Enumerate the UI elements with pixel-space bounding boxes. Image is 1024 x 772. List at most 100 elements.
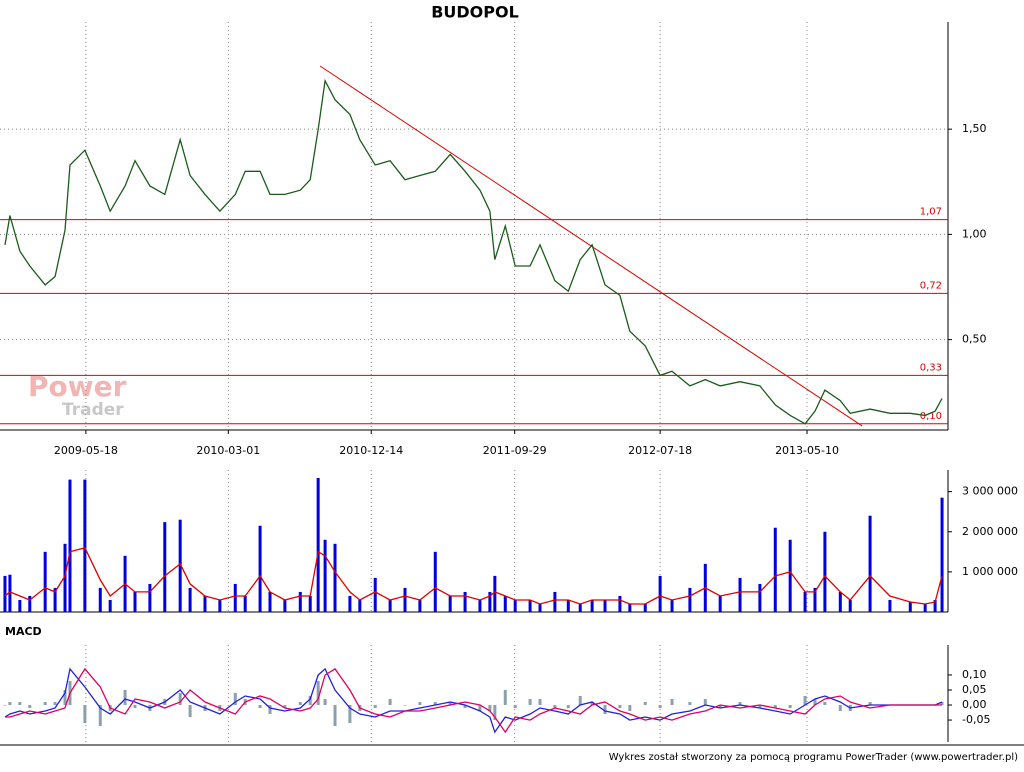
bar	[888, 599, 892, 612]
bar	[528, 699, 532, 706]
bar	[178, 692, 182, 706]
bar	[178, 519, 182, 612]
bar	[628, 603, 632, 612]
bar	[203, 595, 207, 612]
level-label: 0,10	[920, 411, 942, 422]
bar	[448, 595, 452, 612]
bar	[403, 587, 407, 612]
bar	[670, 599, 674, 612]
x-tick-label: 2010-03-01	[196, 444, 260, 457]
bar	[478, 705, 482, 712]
bar	[658, 705, 662, 709]
bar	[493, 705, 497, 721]
bar	[513, 705, 517, 709]
bar	[3, 575, 7, 612]
bar	[53, 702, 57, 706]
bar	[788, 539, 792, 612]
bar	[493, 575, 497, 612]
bar	[268, 705, 272, 715]
x-tick-label: 2012-07-18	[628, 444, 692, 457]
bar	[738, 702, 742, 706]
bar	[388, 699, 392, 706]
bar	[418, 599, 422, 612]
bar	[463, 705, 467, 709]
bar	[18, 599, 22, 612]
bar	[433, 702, 437, 706]
bar	[618, 705, 622, 709]
series-line	[5, 667, 942, 734]
bar	[3, 705, 7, 706]
bar	[513, 599, 517, 612]
bar	[758, 705, 762, 709]
bar	[258, 525, 262, 612]
y-tick-label: 0,50	[962, 333, 987, 346]
bar	[803, 591, 807, 612]
bar	[566, 599, 570, 612]
bar	[63, 543, 67, 612]
bar	[43, 551, 47, 612]
bar	[590, 702, 594, 706]
bar	[433, 551, 437, 612]
bar	[373, 577, 377, 612]
bar	[308, 595, 312, 612]
bar	[643, 603, 647, 612]
bar	[813, 587, 817, 612]
bar	[8, 702, 12, 706]
bar	[578, 696, 582, 706]
level-label: 0,72	[920, 280, 942, 291]
bar	[188, 705, 192, 718]
bar	[478, 599, 482, 612]
bar	[8, 574, 12, 612]
bar	[43, 702, 47, 706]
y-tick-label: 0,05	[962, 683, 987, 696]
bar	[258, 705, 262, 709]
bar	[108, 599, 112, 612]
bar	[283, 599, 287, 612]
panel-title: MACD	[5, 625, 42, 638]
bar	[838, 591, 842, 612]
chart-title: BUDOPOL	[431, 3, 519, 22]
bar	[590, 599, 594, 612]
bar	[233, 583, 237, 612]
bar	[463, 591, 467, 612]
bar	[538, 699, 542, 706]
bar	[848, 599, 852, 612]
bar	[233, 692, 237, 706]
bar	[133, 705, 137, 709]
bar	[488, 705, 492, 712]
bar	[333, 543, 337, 612]
bar	[333, 705, 337, 727]
bar	[133, 591, 137, 612]
level-label: 1,07	[920, 207, 942, 218]
bar	[940, 497, 944, 612]
bar	[418, 702, 422, 706]
watermark: Trader	[62, 400, 124, 420]
y-tick-label: 1 000 000	[962, 565, 1018, 578]
bar	[348, 705, 352, 724]
bar	[323, 539, 327, 612]
footer: Wykres został stworzony za pomocą progra…	[609, 752, 1018, 763]
y-tick-label: 1,50	[962, 122, 987, 135]
bar	[388, 599, 392, 612]
bar	[823, 531, 827, 612]
bar	[28, 705, 32, 709]
bar	[670, 699, 674, 706]
bar	[813, 699, 817, 706]
bar	[53, 587, 57, 612]
bar	[688, 702, 692, 706]
bar	[923, 603, 927, 612]
bar	[566, 705, 570, 709]
bar	[703, 699, 707, 706]
bar	[773, 527, 777, 612]
y-tick-label: 0,10	[962, 668, 987, 681]
bar	[68, 479, 72, 612]
bar	[628, 705, 632, 712]
bar	[63, 689, 67, 706]
level-label: 0,33	[920, 362, 942, 373]
bar	[823, 702, 827, 706]
bar	[373, 705, 377, 709]
x-tick-label: 2011-09-29	[483, 444, 547, 457]
bar	[218, 599, 222, 612]
